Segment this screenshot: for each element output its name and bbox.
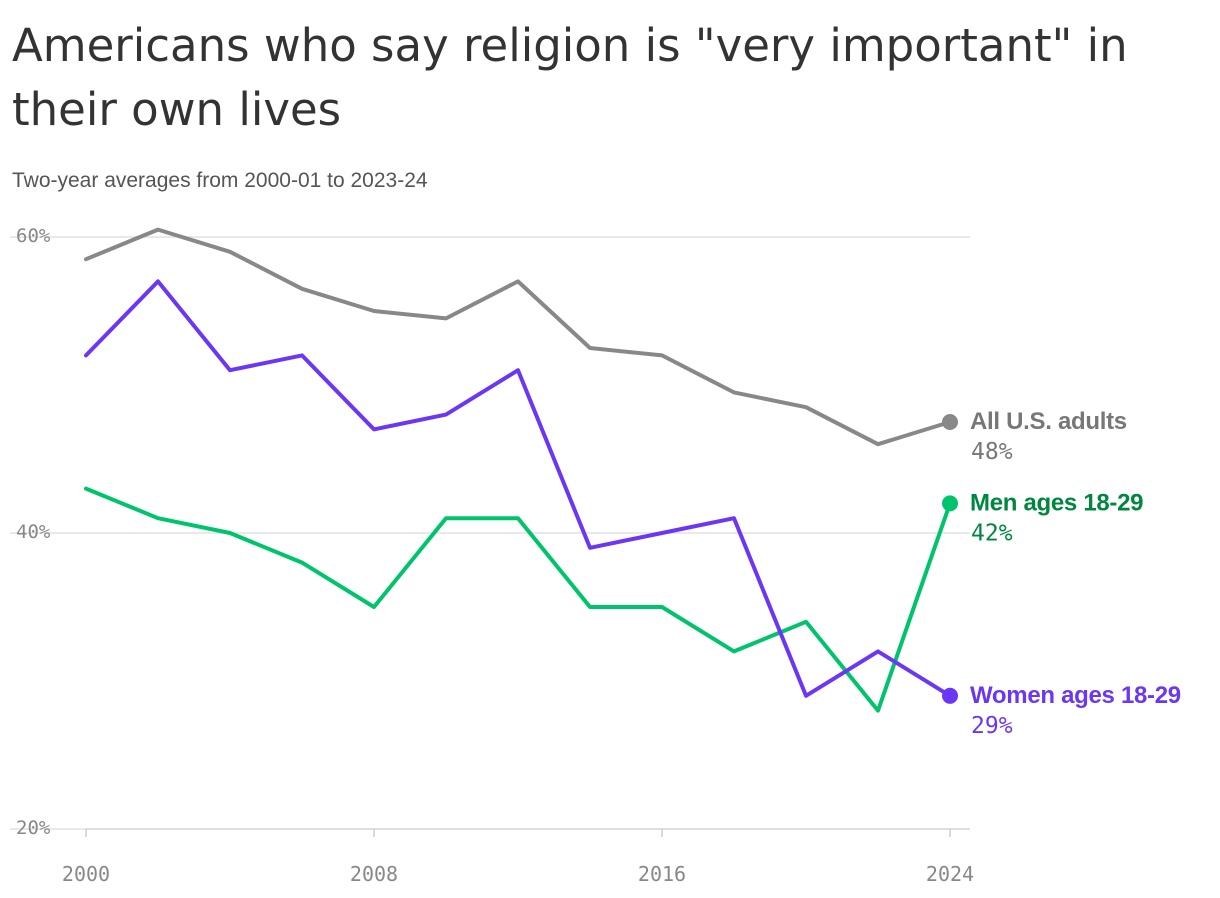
y-tick-label: 60% — [16, 225, 51, 247]
end-point-all-u-s-adults — [942, 414, 958, 430]
y-tick-label: 40% — [16, 521, 51, 543]
series-line-all-u-s-adults — [84, 227, 952, 447]
end-point-men-ages-18-29 — [942, 495, 958, 512]
chart-subtitle: Two-year averages from 2000-01 to 2023-2… — [12, 169, 428, 192]
y-tick-label: 20% — [16, 817, 51, 839]
series-line-women-ages-18-29 — [84, 279, 952, 698]
x-tick-label: 2000 — [62, 862, 110, 886]
series-line-men-ages-18-29 — [84, 486, 952, 713]
end-point-women-ages-18-29 — [942, 687, 958, 704]
grid-layer — [10, 236, 970, 830]
series-value-label-women-ages-18-29: 29% — [971, 713, 1013, 739]
x-tick-label: 2024 — [926, 862, 974, 886]
series-value-label-all-u-s-adults: 48% — [971, 439, 1013, 465]
end-label-layer: All U.S. adults 48% Men ages 18-29 42% Women… — [970, 408, 1181, 739]
series-value-label-men-ages-18-29: 42% — [971, 520, 1013, 546]
series-layer — [84, 227, 958, 713]
series-label-all-u-s-adults: All U.S. adults — [970, 408, 1127, 435]
chart-title: Americans who say religion is "very impo… — [12, 19, 1128, 136]
axis-layer: 20% 40% 60% 2000 2008 2016 2024 — [16, 225, 974, 886]
series-label-men-ages-18-29: Men ages 18-29 — [970, 489, 1143, 516]
series-label-women-ages-18-29: Women ages 18-29 — [970, 682, 1181, 709]
x-tick-label: 2016 — [638, 862, 686, 886]
x-tick-label: 2008 — [350, 862, 398, 886]
